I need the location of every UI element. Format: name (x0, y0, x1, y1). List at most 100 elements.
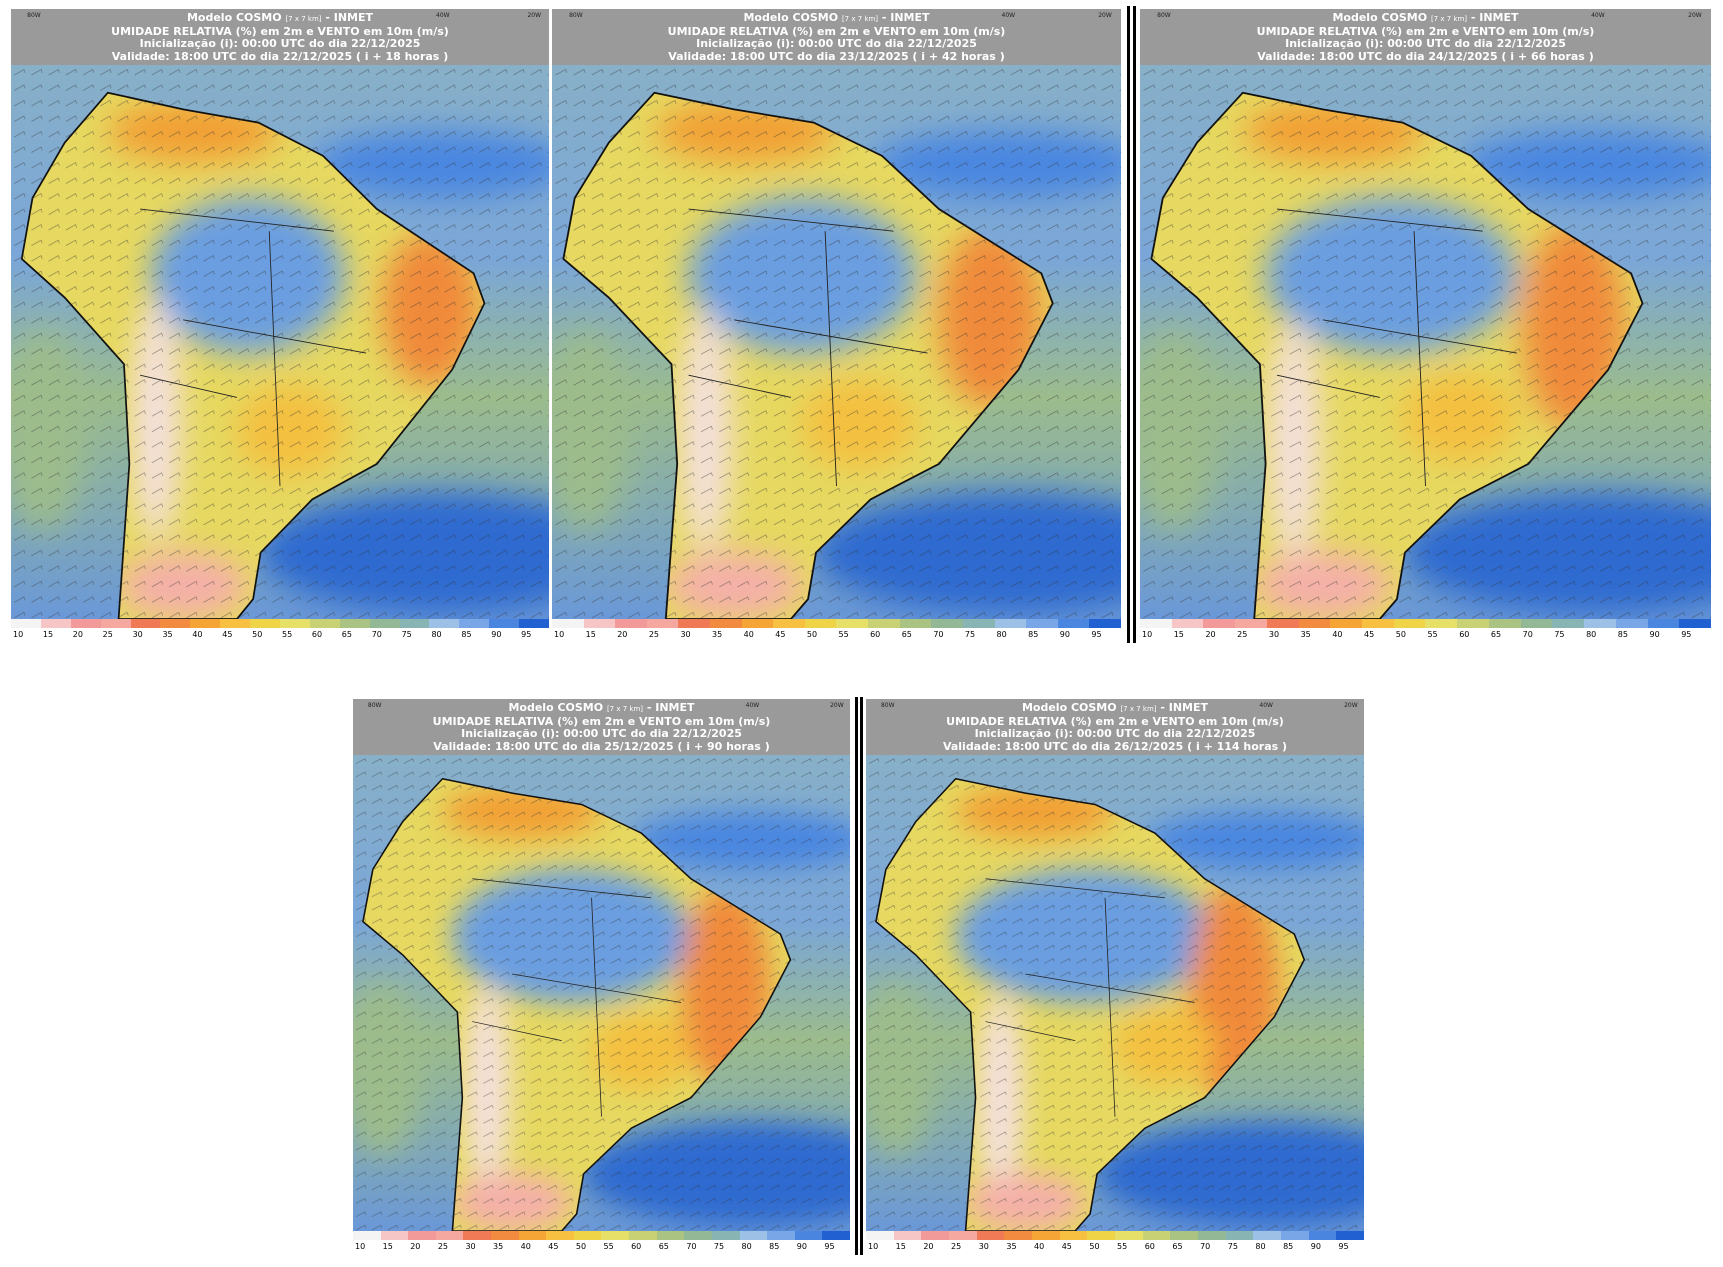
colorbar-cell: 25 (100, 619, 131, 641)
colorbar-cell: 65 (339, 619, 370, 641)
map-area (866, 755, 1364, 1231)
colorbar-label: 35 (712, 630, 723, 639)
map (866, 755, 1364, 1231)
model-source: - INMET (646, 701, 695, 714)
init-time: Inicialização (i): 00:00 UTC do dia 22/1… (974, 727, 1256, 740)
colorbar-swatch (711, 1231, 740, 1240)
colorbar-swatch (773, 619, 805, 628)
colorbar-cell: 65 (1170, 1231, 1199, 1253)
colorbar-label: 80 (1255, 1242, 1266, 1251)
colorbar-label: 15 (1173, 630, 1184, 639)
colorbar-cell: 10 (353, 1231, 381, 1253)
colorbar-label: 60 (1144, 1242, 1155, 1251)
colorbar-cell: 25 (1235, 619, 1267, 641)
colorbar-swatch (1253, 1231, 1282, 1240)
colorbar-swatch (1336, 1231, 1364, 1240)
colorbar-cell: 55 (1425, 619, 1458, 641)
longitude-label: 20W (830, 702, 844, 709)
model-name: Modelo COSMO (1332, 11, 1428, 24)
map-panel: 80W 40W 20W Modelo COSMO [7 x 7 km] - INMET… (353, 699, 850, 1253)
colorbar: 10 15 20 25 30 35 40 45 50 55 60 65 70 75 80 85 90 95 (552, 619, 1121, 641)
colorbar-swatch (1026, 619, 1058, 628)
colorbar-label: 40 (743, 630, 754, 639)
colorbar-swatch (1615, 619, 1648, 628)
colorbar-cell: 50 (1087, 1231, 1116, 1253)
colorbar-cell: 70 (684, 1231, 712, 1253)
panel-header: 80W 40W 20W Modelo COSMO [7 x 7 km] - INMET… (552, 9, 1121, 65)
colorbar-swatch (1330, 619, 1363, 628)
colorbar-swatch (866, 1231, 894, 1240)
colorbar-label: 50 (575, 1242, 587, 1251)
colorbar-label: 45 (548, 1242, 559, 1251)
init-time: Inicialização (i): 00:00 UTC do dia 22/1… (1285, 37, 1566, 50)
colorbar-label: 75 (401, 630, 412, 639)
colorbar-label: 85 (461, 630, 472, 639)
colorbar-label: 40 (1034, 1242, 1045, 1251)
colorbar-label: 60 (631, 1242, 642, 1251)
colorbar-cell: 80 (1584, 619, 1616, 641)
colorbar-cell: 45 (773, 619, 805, 641)
colorbar-cell: 90 (794, 1231, 823, 1253)
colorbar-label: 20 (72, 630, 83, 639)
colorbar-cell: 70 (931, 619, 963, 641)
header-line: Modelo COSMO [7 x 7 km] - INMET (11, 11, 549, 26)
colorbar-label: 85 (769, 1242, 780, 1251)
colorbar-label: 80 (741, 1242, 752, 1251)
colorbar-swatch (1281, 1231, 1309, 1240)
colorbar-cell: 30 (976, 1231, 1005, 1253)
init-time: Inicialização (i): 00:00 UTC do dia 22/1… (139, 37, 421, 50)
colorbar-swatch (822, 1231, 850, 1240)
colorbar-label: 95 (1338, 1242, 1349, 1251)
colorbar-cell: 95 (822, 1231, 850, 1253)
colorbar-cell: 55 (601, 1231, 630, 1253)
header-line: Modelo COSMO [7 x 7 km] - INMET (552, 11, 1121, 26)
header-line: Modelo COSMO [7 x 7 km] - INMET (353, 701, 850, 716)
colorbar-swatch (899, 619, 932, 628)
colorbar-cell: 20 (921, 1231, 950, 1253)
colorbar-label: 15 (42, 630, 54, 639)
colorbar-label: 75 (1554, 630, 1565, 639)
colorbar-cell: 50 (573, 1231, 602, 1253)
variable-title: UMIDADE RELATIVA (%) em 2m e VENTO em 10… (1256, 24, 1595, 38)
map-area (1140, 65, 1711, 619)
longitude-label: 20W (527, 12, 542, 19)
colorbar-swatch (552, 619, 584, 628)
model-resolution: [7 x 7 km] (841, 15, 879, 23)
colorbar-label: 25 (951, 1242, 962, 1251)
colorbar-swatch (583, 619, 616, 628)
colorbar-cell: 35 (1004, 1231, 1033, 1253)
colorbar-label: 35 (162, 630, 173, 639)
colorbar-cell: 80 (994, 619, 1027, 641)
colorbar-cell: 80 (739, 1231, 768, 1253)
colorbar-label: 10 (13, 630, 24, 639)
init-time: Inicialização (i): 00:00 UTC do dia 22/1… (696, 37, 977, 50)
model-resolution: [7 x 7 km] (1120, 705, 1157, 713)
colorbar-swatch (1140, 619, 1172, 628)
colorbar-label: 65 (341, 630, 352, 639)
colorbar-cell: 15 (1171, 619, 1204, 641)
colorbar-label: 90 (491, 630, 502, 639)
map (552, 65, 1121, 619)
colorbar-swatch (1425, 619, 1458, 628)
colorbar-cell: 70 (1198, 1231, 1226, 1253)
colorbar-label: 85 (1028, 630, 1039, 639)
colorbar-swatch (309, 619, 340, 628)
colorbar-cell: 65 (1488, 619, 1521, 641)
longitude-label: 20W (1688, 12, 1702, 19)
model-name: Modelo COSMO (186, 11, 282, 24)
map-area (11, 65, 549, 619)
colorbar-cell: 70 (369, 619, 400, 641)
colorbar-cell: 40 (190, 619, 221, 641)
variable-title: UMIDADE RELATIVA (%) em 2m e VENTO em 10… (667, 24, 1006, 38)
colorbar-label: 35 (1006, 1242, 1017, 1251)
colorbar-swatch (1057, 619, 1090, 628)
colorbar-cell: 75 (1225, 1231, 1254, 1253)
colorbar-cell: 10 (1140, 619, 1172, 641)
colorbar-swatch (629, 1231, 657, 1240)
colorbar-cell: 90 (1308, 1231, 1337, 1253)
longitude-label: 80W (569, 12, 583, 19)
validity-time: Validade: 18:00 UTC do dia 22/12/2025 ( … (111, 49, 449, 63)
colorbar-swatch (1198, 1231, 1226, 1240)
colorbar-swatch (710, 619, 742, 628)
colorbar-swatch (684, 1231, 712, 1240)
